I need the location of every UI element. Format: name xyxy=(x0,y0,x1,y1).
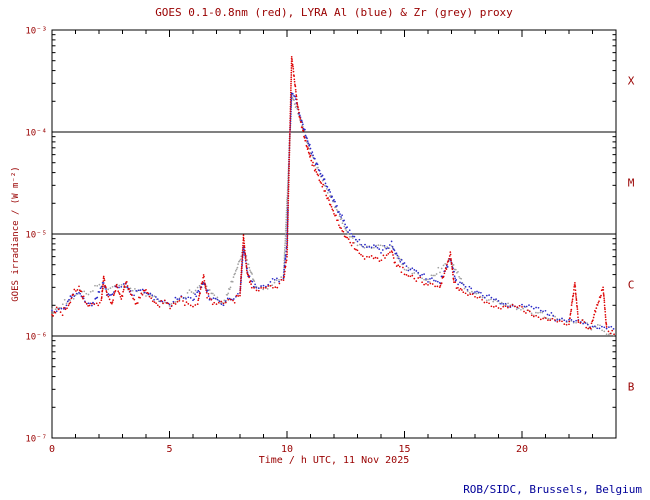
svg-text:10⁻⁶: 10⁻⁶ xyxy=(25,333,47,343)
svg-text:10⁻⁴: 10⁻⁴ xyxy=(25,129,47,139)
svg-text:20: 20 xyxy=(516,444,528,455)
chart-title: GOES 0.1-0.8nm (red), LYRA Al (blue) & Z… xyxy=(155,6,513,19)
svg-text:5: 5 xyxy=(166,444,172,455)
svg-text:M: M xyxy=(628,177,635,190)
svg-text:10⁻³: 10⁻³ xyxy=(25,27,47,37)
svg-text:C: C xyxy=(628,279,635,292)
x-axis-label: Time / h UTC, 11 Nov 2025 xyxy=(258,455,410,466)
svg-text:X: X xyxy=(628,75,635,88)
svg-text:B: B xyxy=(628,381,635,394)
svg-text:0: 0 xyxy=(49,444,55,455)
svg-text:10⁻⁵: 10⁻⁵ xyxy=(25,231,47,241)
credit-text: ROB/SIDC, Brussels, Belgium xyxy=(463,483,642,496)
svg-text:10⁻⁷: 10⁻⁷ xyxy=(25,435,47,445)
y-axis-label: GOES irradiance / (W m⁻²) xyxy=(11,166,21,302)
svg-text:15: 15 xyxy=(398,444,410,455)
svg-text:10: 10 xyxy=(281,444,293,455)
